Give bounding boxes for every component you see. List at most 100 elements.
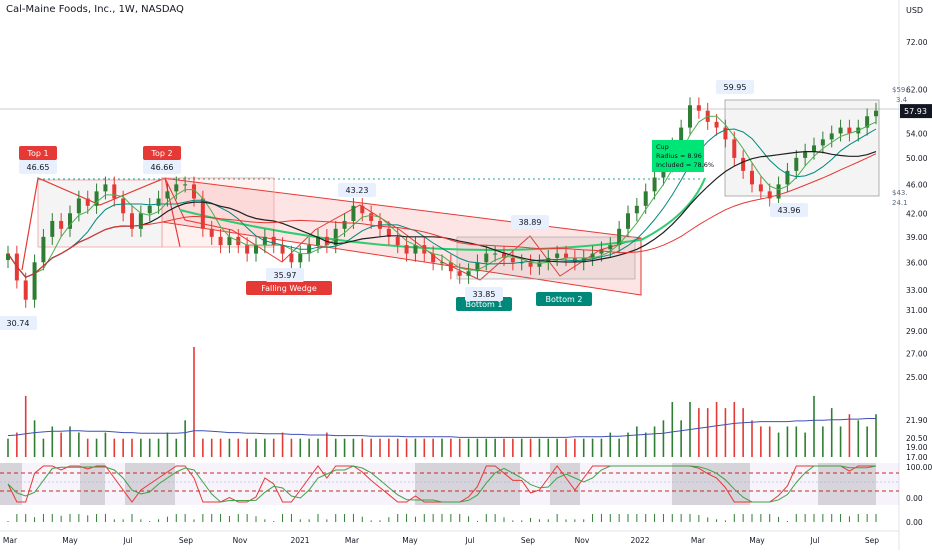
price-tick-label: 36.00 xyxy=(906,258,928,267)
candle-body xyxy=(812,145,816,152)
candle-body xyxy=(254,245,258,254)
candle-body xyxy=(475,262,480,272)
candle-body xyxy=(847,127,852,134)
candle-body xyxy=(103,184,108,192)
candle-body xyxy=(803,151,808,158)
clipped-label-1: $59. xyxy=(892,86,908,94)
price-label-33-85-bg xyxy=(465,287,503,301)
candle-body xyxy=(634,205,639,214)
candle-body xyxy=(395,236,400,246)
range-box xyxy=(724,99,880,197)
price-tick-label: 62.00 xyxy=(906,86,928,95)
candle-body xyxy=(342,220,347,229)
candle-body xyxy=(156,198,161,206)
ema-mid-line xyxy=(7,128,877,278)
price-label-35-97: 35.97 xyxy=(274,271,297,280)
candle-body xyxy=(316,236,320,246)
candle-body xyxy=(121,198,126,214)
candle-body xyxy=(209,228,214,237)
candle-body xyxy=(865,116,870,128)
candle-body xyxy=(484,253,489,263)
candle-body xyxy=(696,105,701,111)
price-label-30-74: 30.74 xyxy=(7,319,30,328)
currency-label: USD xyxy=(906,6,923,15)
candle-body xyxy=(413,245,418,254)
price-tick-label: 46.00 xyxy=(906,180,928,189)
candle-body xyxy=(112,184,117,199)
candle-body xyxy=(528,262,533,267)
time-axis-label: Nov xyxy=(233,536,248,545)
stoch-shade xyxy=(550,463,580,505)
candle-body xyxy=(147,205,152,214)
price-tick-label: 27.00 xyxy=(906,350,928,359)
candle-body xyxy=(785,170,790,185)
candle-body xyxy=(280,245,285,254)
stoch-d-line xyxy=(7,465,877,503)
candle-body xyxy=(608,245,613,250)
price-tick-label: 42.00 xyxy=(906,209,928,218)
time-axis-label: 2021 xyxy=(290,536,309,545)
candle-body xyxy=(183,184,188,186)
last-price-tag-bg xyxy=(900,104,932,119)
candle-body xyxy=(369,213,374,221)
top1-label-bg xyxy=(19,146,57,160)
price-tick-label: 20.50 xyxy=(906,434,928,443)
falling-wedge-label: Falling Wedge xyxy=(261,284,317,293)
candle-body xyxy=(564,253,568,258)
time-axis-label: Jul xyxy=(809,536,819,545)
ma-red-line xyxy=(7,153,877,278)
time-axis-label: Nov xyxy=(575,536,590,545)
candle-body xyxy=(360,205,365,214)
price-label-43-96: 43.96 xyxy=(778,206,801,215)
price-label-59-95: 59.95 xyxy=(724,83,747,92)
top1-label: Top 1 xyxy=(26,149,48,158)
chart-title: Cal-Maine Foods, Inc., 1W, NASDAQ xyxy=(6,4,184,15)
candle-body xyxy=(874,110,878,117)
wedge-zigzag xyxy=(164,177,642,281)
time-axis-label: May xyxy=(402,536,418,545)
candle-body xyxy=(829,133,834,140)
candle-body xyxy=(457,271,462,276)
candle-body xyxy=(820,139,825,146)
price-tick-label: 31.00 xyxy=(906,306,928,315)
price-tick-label: 19.00 xyxy=(906,443,928,452)
candle-body xyxy=(688,105,692,128)
candle-body xyxy=(23,280,28,300)
candle-body xyxy=(333,228,338,246)
candle-body xyxy=(758,184,763,192)
price-label-43-96-bg xyxy=(770,203,808,217)
candle-body xyxy=(776,184,781,199)
candle-body xyxy=(76,198,81,214)
candle-body xyxy=(41,236,46,263)
time-axis-label: 2022 xyxy=(630,536,649,545)
candle-body xyxy=(351,205,356,221)
price-label-38-89-bg xyxy=(511,215,549,229)
price-tick-label: 54.00 xyxy=(906,129,928,138)
stoch-shade xyxy=(415,463,520,505)
candle-body xyxy=(714,121,719,128)
candle-body xyxy=(245,245,250,254)
candle-body xyxy=(741,157,746,171)
price-label-46-66: 46.66 xyxy=(151,163,174,172)
candle-body xyxy=(493,253,498,255)
candle-body xyxy=(448,262,453,272)
price-tick-label: 50.00 xyxy=(906,154,928,163)
candle-body xyxy=(138,213,143,229)
price-tick-label: 25.00 xyxy=(906,373,928,382)
stoch-shade xyxy=(672,463,750,505)
candle-body xyxy=(555,253,560,258)
price-tick-label: 21.90 xyxy=(906,416,928,425)
candle-body xyxy=(289,253,294,263)
candle-body xyxy=(431,253,436,263)
falling-wedge-label-bg xyxy=(246,281,332,295)
candle-body xyxy=(643,191,648,206)
candle-body xyxy=(85,198,90,206)
bottom2-label-bg xyxy=(536,292,592,306)
candle-body xyxy=(50,220,55,237)
candle-body xyxy=(68,213,72,229)
price-label-35-97-bg xyxy=(266,268,304,282)
candle-body xyxy=(723,127,728,140)
stoch-shade xyxy=(80,463,105,505)
